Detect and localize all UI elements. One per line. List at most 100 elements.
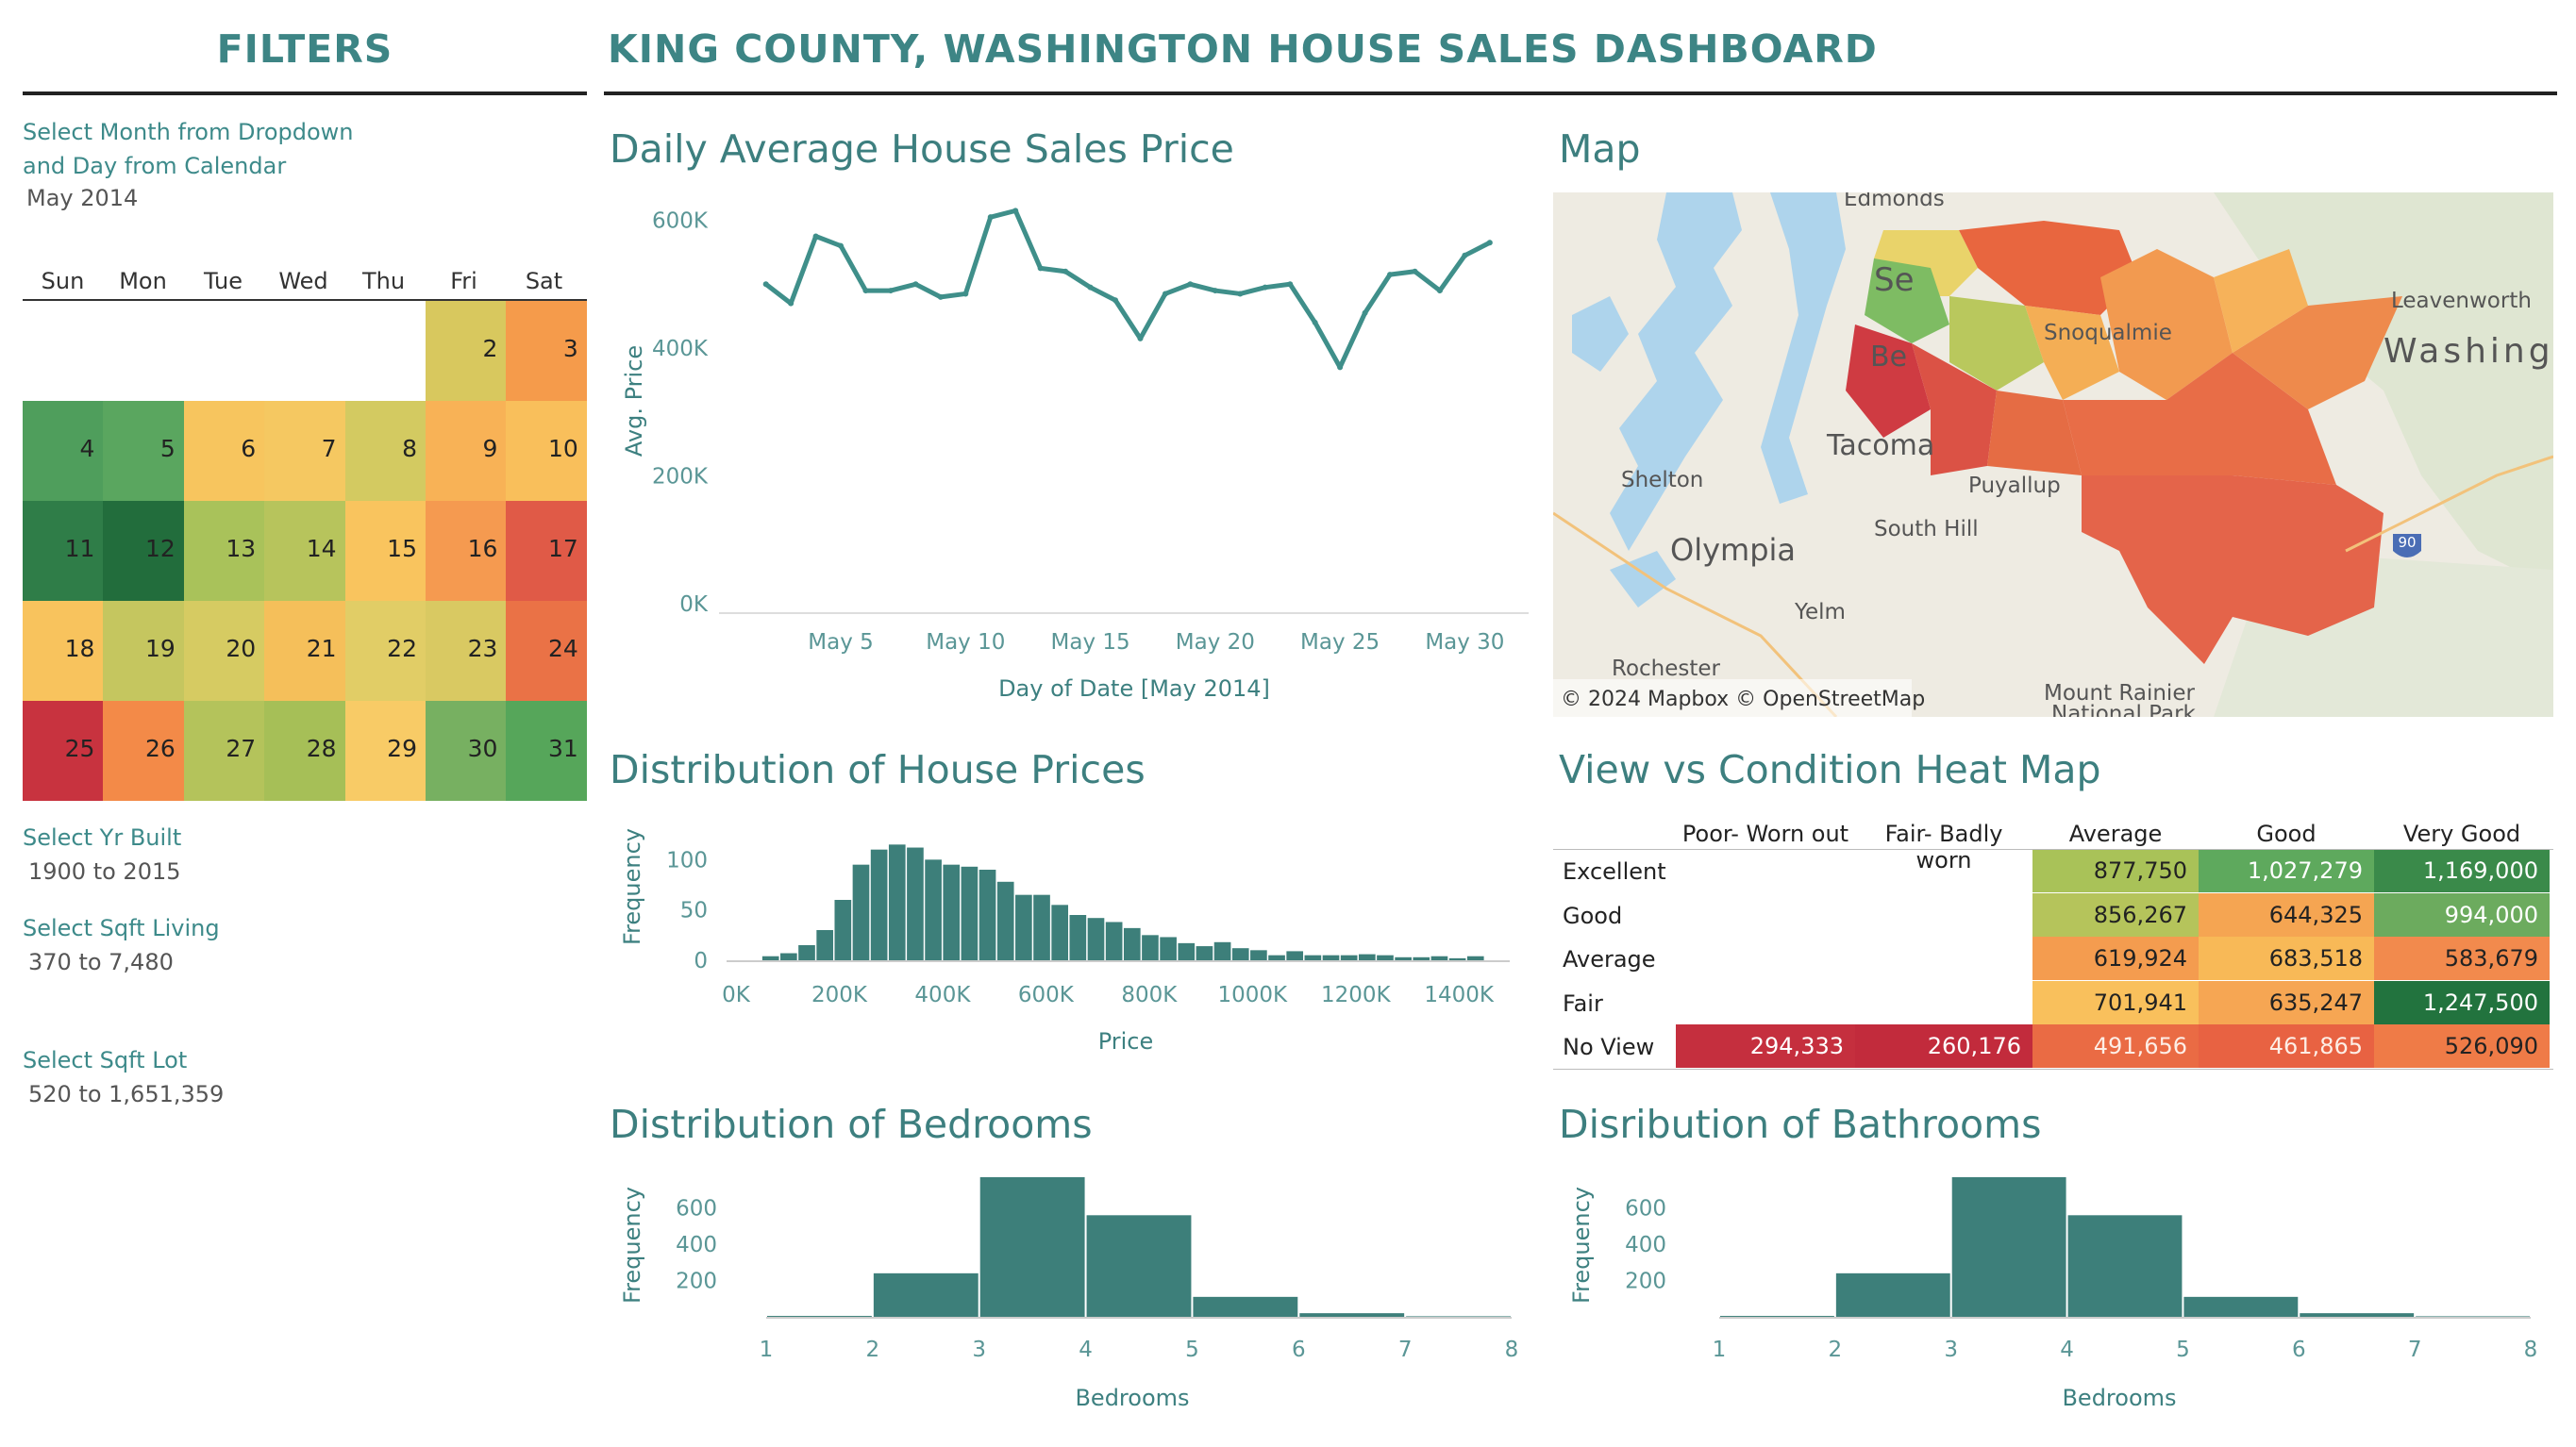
price-histogram-bar[interactable] bbox=[798, 945, 815, 960]
calendar-day-cell[interactable]: 31 bbox=[506, 701, 587, 801]
price-histogram-bar[interactable] bbox=[943, 864, 961, 960]
bed-hist-bar[interactable] bbox=[1086, 1215, 1192, 1317]
avg-price-point[interactable] bbox=[962, 291, 969, 297]
price-histogram-bar[interactable] bbox=[1377, 955, 1394, 960]
avg-price-point[interactable] bbox=[1387, 272, 1394, 278]
price-histogram-bar[interactable] bbox=[1178, 942, 1196, 960]
price-histogram-bar[interactable] bbox=[1322, 955, 1340, 960]
price-histogram-bar[interactable] bbox=[852, 864, 870, 960]
calendar-day-cell[interactable]: 22 bbox=[344, 601, 426, 701]
avg-price-point[interactable] bbox=[1486, 240, 1493, 246]
heatmap-cell[interactable]: 1,247,500 bbox=[2374, 980, 2550, 1024]
avg-price-point[interactable] bbox=[1262, 284, 1268, 291]
avg-price-point[interactable] bbox=[1212, 288, 1218, 294]
heatmap-cell[interactable]: 644,325 bbox=[2199, 892, 2374, 937]
price-histogram-bar[interactable] bbox=[1395, 956, 1412, 960]
calendar-day-cell[interactable]: 30 bbox=[426, 701, 507, 801]
yr-built-range[interactable]: 1900 to 2015 bbox=[28, 858, 181, 885]
price-histogram-bar[interactable] bbox=[1033, 894, 1050, 960]
calendar-day-cell[interactable]: 10 bbox=[506, 401, 587, 501]
avg-price-point[interactable] bbox=[1237, 291, 1244, 297]
calendar-day-cell[interactable]: 7 bbox=[264, 401, 345, 501]
price-histogram-bar[interactable] bbox=[979, 870, 996, 960]
price-histogram-bar[interactable] bbox=[996, 881, 1014, 960]
map-attribution[interactable]: © 2024 Mapbox © OpenStreetMap bbox=[1561, 688, 1925, 711]
calendar-day-cell[interactable]: 13 bbox=[183, 501, 265, 601]
calendar-day-cell[interactable]: 8 bbox=[344, 401, 426, 501]
heatmap-cell[interactable]: 856,267 bbox=[2032, 892, 2199, 937]
avg-price-point[interactable] bbox=[1337, 364, 1344, 371]
avg-price-point[interactable] bbox=[1362, 309, 1368, 316]
avg-price-point[interactable] bbox=[788, 300, 795, 307]
avg-price-point[interactable] bbox=[1162, 291, 1168, 297]
price-histogram-bar[interactable] bbox=[1160, 937, 1177, 960]
price-histogram-bar[interactable] bbox=[816, 930, 833, 960]
heatmap-cell[interactable]: 683,518 bbox=[2199, 937, 2374, 980]
bed-hist-bar[interactable] bbox=[1193, 1296, 1298, 1317]
price-histogram-bar[interactable] bbox=[1142, 935, 1159, 960]
bath-hist-bar[interactable] bbox=[2183, 1296, 2299, 1317]
calendar-day-cell[interactable]: 2 bbox=[426, 301, 507, 401]
bath-hist-bar[interactable] bbox=[1835, 1272, 1950, 1317]
price-histogram-bar[interactable] bbox=[870, 849, 888, 960]
price-histogram-bar[interactable] bbox=[834, 900, 852, 960]
price-histogram-bar[interactable] bbox=[1069, 915, 1087, 960]
avg-price-point[interactable] bbox=[987, 214, 994, 221]
calendar-day-cell[interactable]: 23 bbox=[426, 601, 507, 701]
heatmap-cell[interactable] bbox=[1676, 849, 1855, 892]
bed-hist-bar[interactable] bbox=[873, 1272, 979, 1317]
calendar-day-cell[interactable]: 27 bbox=[183, 701, 265, 801]
avg-price-point[interactable] bbox=[887, 288, 894, 294]
heatmap-cell[interactable]: 583,679 bbox=[2374, 937, 2550, 980]
king-county-map[interactable]: Edmonds Se Leavenworth Washing Be Tacoma… bbox=[1553, 192, 2553, 717]
heatmap-cell[interactable]: 1,027,279 bbox=[2199, 849, 2374, 892]
heatmap-cell[interactable] bbox=[1676, 893, 1855, 937]
calendar-day-cell[interactable]: 9 bbox=[426, 401, 507, 501]
avg-price-point[interactable] bbox=[1187, 281, 1194, 288]
price-histogram-bar[interactable] bbox=[907, 847, 924, 960]
price-histogram-bar[interactable] bbox=[1015, 894, 1032, 960]
heatmap-cell[interactable]: 526,090 bbox=[2374, 1024, 2550, 1068]
calendar-day-cell[interactable]: 6 bbox=[183, 401, 265, 501]
heatmap-cell[interactable]: 260,176 bbox=[1855, 1024, 2032, 1068]
price-histogram-bar[interactable] bbox=[1213, 941, 1231, 960]
calendar-day-cell[interactable]: 21 bbox=[264, 601, 345, 701]
heatmap-cell[interactable]: 461,865 bbox=[2199, 1024, 2374, 1068]
price-histogram-bar[interactable] bbox=[1268, 955, 1285, 960]
price-histogram-bar[interactable] bbox=[1466, 956, 1484, 960]
month-dropdown[interactable]: May 2014 bbox=[26, 185, 139, 211]
avg-price-point[interactable] bbox=[812, 233, 819, 240]
price-histogram-bar[interactable] bbox=[961, 866, 979, 960]
price-histogram-bar[interactable] bbox=[1250, 950, 1267, 960]
calendar-day-cell[interactable]: 19 bbox=[103, 601, 184, 701]
heatmap-cell[interactable] bbox=[1676, 981, 1855, 1024]
calendar-day-cell[interactable]: 3 bbox=[506, 301, 587, 401]
heatmap-cell[interactable]: 701,941 bbox=[2032, 980, 2199, 1024]
price-histogram-bar[interactable] bbox=[1123, 927, 1141, 960]
price-histogram-bar[interactable] bbox=[780, 953, 797, 960]
avg-price-point[interactable] bbox=[1037, 265, 1044, 272]
calendar-day-cell[interactable]: 17 bbox=[506, 501, 587, 601]
avg-price-point[interactable] bbox=[1062, 268, 1069, 274]
avg-price-point[interactable] bbox=[1312, 319, 1318, 325]
bath-hist-bar[interactable] bbox=[1951, 1176, 2066, 1317]
avg-price-point[interactable] bbox=[1462, 252, 1468, 258]
calendar-day-cell[interactable]: 26 bbox=[103, 701, 184, 801]
price-histogram-bar[interactable] bbox=[1358, 954, 1376, 960]
avg-price-point[interactable] bbox=[1012, 208, 1019, 214]
heatmap-cell[interactable] bbox=[1855, 981, 2032, 1024]
price-histogram-bar[interactable] bbox=[1304, 955, 1322, 960]
bed-hist-bar[interactable] bbox=[979, 1176, 1085, 1317]
price-histogram-bar[interactable] bbox=[1448, 957, 1466, 960]
sqft-living-range[interactable]: 370 to 7,480 bbox=[28, 949, 174, 975]
price-histogram-bar[interactable] bbox=[925, 859, 942, 960]
bath-hist-bar[interactable] bbox=[1720, 1316, 1834, 1317]
avg-price-point[interactable] bbox=[1436, 288, 1443, 294]
avg-price-point[interactable] bbox=[762, 281, 769, 288]
price-histogram-bar[interactable] bbox=[1105, 922, 1123, 960]
price-histogram-bar[interactable] bbox=[761, 956, 779, 960]
calendar-day-cell[interactable]: 20 bbox=[183, 601, 265, 701]
avg-price-point[interactable] bbox=[838, 242, 845, 249]
calendar-day-cell[interactable]: 28 bbox=[264, 701, 345, 801]
heatmap-cell[interactable]: 635,247 bbox=[2199, 980, 2374, 1024]
